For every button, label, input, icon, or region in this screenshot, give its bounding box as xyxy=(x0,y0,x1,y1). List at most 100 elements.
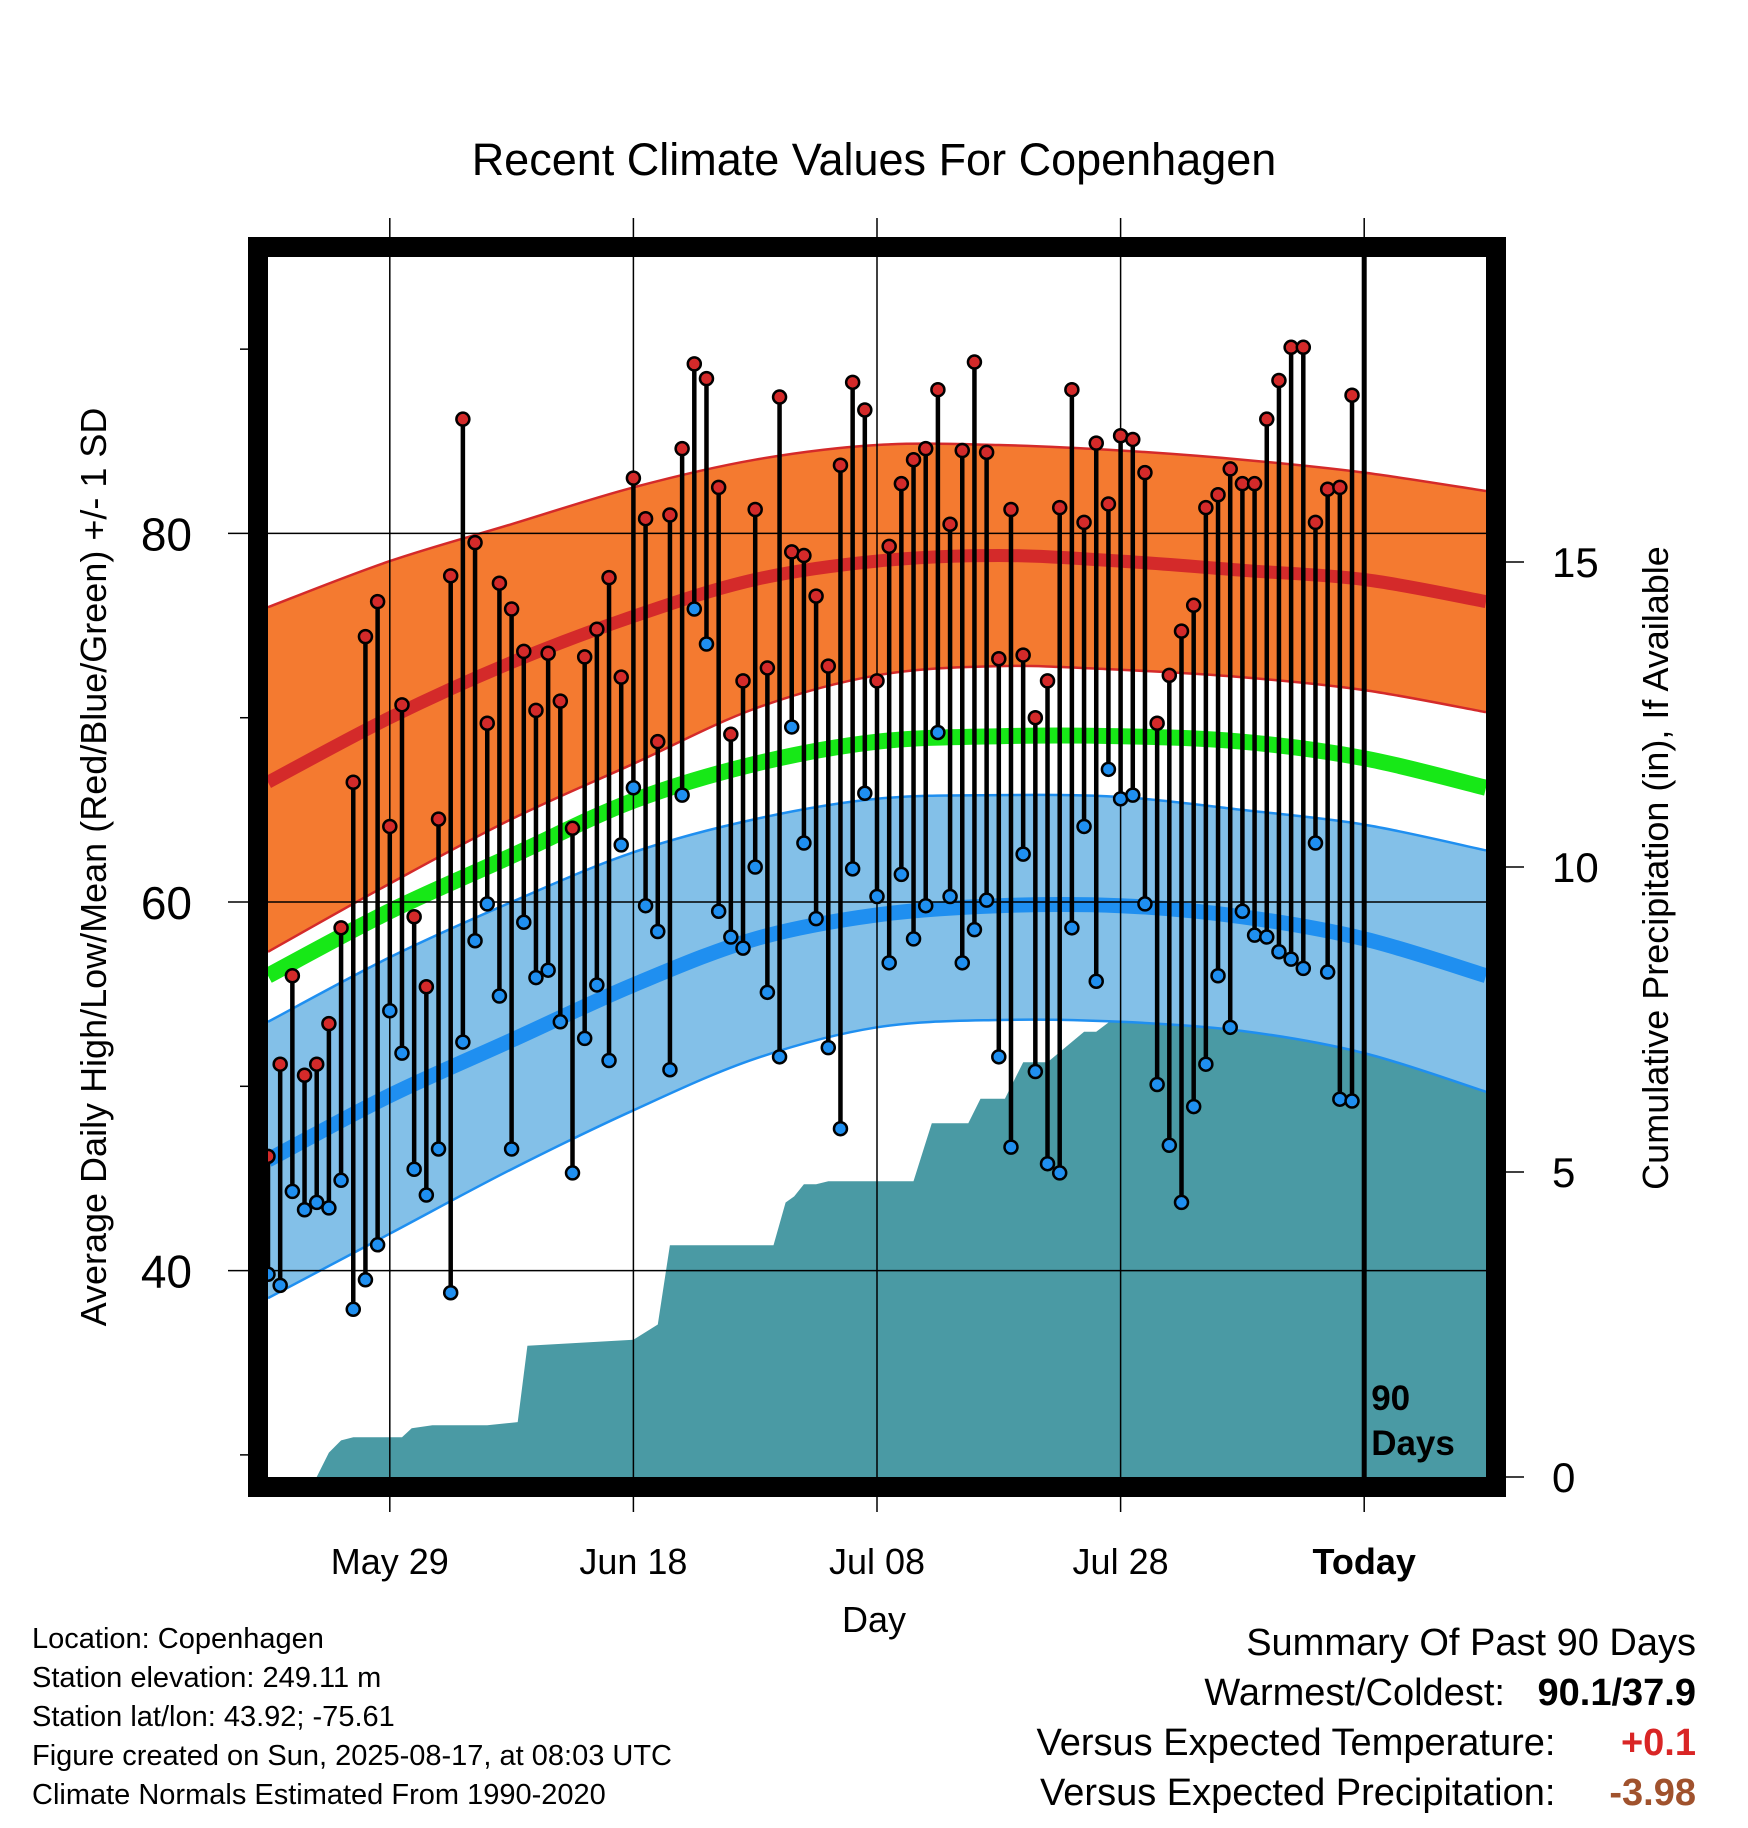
daily-high-point xyxy=(345,774,362,790)
daily-low-point xyxy=(296,1202,313,1218)
today-label: 90 xyxy=(1371,1379,1410,1418)
daily-high-point xyxy=(771,389,788,405)
daily-low-point xyxy=(966,921,983,938)
daily-low-point xyxy=(991,1049,1007,1065)
daily-high-point xyxy=(966,354,983,370)
daily-high-point xyxy=(674,440,690,457)
today-label: Days xyxy=(1371,1424,1455,1463)
daily-high-point xyxy=(1125,431,1141,448)
y-tick-label-right: 15 xyxy=(1552,539,1599,586)
y-axis-label-right: Cumulative Precipitation (in), If Availa… xyxy=(1635,546,1676,1190)
daily-high-point xyxy=(1100,496,1117,512)
daily-high-point xyxy=(1088,435,1104,451)
daily-low-point xyxy=(942,888,958,905)
daily-low-point xyxy=(1100,761,1117,778)
daily-low-point xyxy=(662,1061,678,1078)
normals-text: Climate Normals Estimated From 1990-2020 xyxy=(32,1779,606,1811)
daily-low-point xyxy=(1039,1155,1056,1172)
temp-label: Versus Expected Temperature: xyxy=(1036,1722,1556,1764)
daily-low-point xyxy=(893,866,910,883)
daily-high-point xyxy=(1259,411,1275,427)
daily-high-point xyxy=(991,651,1007,667)
daily-high-point xyxy=(710,479,727,496)
daily-high-point xyxy=(1003,501,1019,518)
daily-low-point xyxy=(369,1237,386,1253)
daily-high-point xyxy=(333,920,349,936)
warm-cold-row: Warmest/Coldest: 90.1/37.9 xyxy=(896,1668,1696,1718)
daily-low-point xyxy=(650,923,666,940)
warm-cold-value: 90.1/37.9 xyxy=(1537,1672,1696,1714)
daily-low-point xyxy=(552,1014,569,1030)
daily-high-point xyxy=(564,820,581,837)
daily-high-point xyxy=(1198,499,1214,516)
daily-low-point xyxy=(491,988,508,1004)
x-tick-label: Jun 18 xyxy=(579,1541,687,1582)
daily-high-point xyxy=(747,501,763,518)
daily-high-point xyxy=(820,658,837,674)
daily-low-point xyxy=(637,897,654,914)
daily-high-point xyxy=(516,643,532,660)
daily-high-point xyxy=(272,1056,288,1072)
daily-low-point xyxy=(455,1034,471,1050)
daily-low-point xyxy=(1295,960,1312,977)
daily-low-point xyxy=(698,636,715,652)
summary-title: Summary Of Past 90 Days xyxy=(1246,1622,1696,1664)
daily-low-point xyxy=(1173,1194,1190,1211)
warm-cold-label: Warmest/Coldest: xyxy=(1204,1672,1505,1714)
daily-high-point xyxy=(1149,715,1165,732)
daily-low-point xyxy=(869,888,885,905)
daily-high-point xyxy=(686,356,703,372)
temp-row: Versus Expected Temperature: +0.1 xyxy=(896,1718,1696,1768)
daily-high-point xyxy=(723,726,739,743)
chart-title: Recent Climate Values For Copenhagen xyxy=(472,134,1277,185)
created-text: Figure created on Sun, 2025-08-17, at 08… xyxy=(32,1740,672,1772)
daily-high-point xyxy=(382,818,398,835)
daily-high-point xyxy=(357,628,374,645)
daily-high-point xyxy=(759,660,776,676)
daily-high-point xyxy=(503,601,520,617)
daily-high-point xyxy=(296,1067,313,1083)
daily-high-point xyxy=(1137,464,1153,481)
daily-high-point xyxy=(1076,514,1092,531)
daily-low-point xyxy=(503,1141,520,1157)
location-text: Location: Copenhagen xyxy=(32,1623,324,1655)
y-tick-label-left: 60 xyxy=(141,877,192,929)
precip-label: Versus Expected Precipitation: xyxy=(1040,1772,1556,1814)
daily-high-point xyxy=(284,967,301,984)
daily-low-point xyxy=(735,940,751,956)
daily-low-point xyxy=(1234,903,1251,919)
daily-low-point xyxy=(710,903,727,919)
daily-low-point xyxy=(479,896,495,912)
daily-high-point xyxy=(442,568,459,584)
daily-low-point xyxy=(345,1301,362,1318)
daily-high-point xyxy=(1161,667,1178,684)
latlon-text: Station lat/lon: 43.92; -75.61 xyxy=(32,1701,395,1733)
daily-low-point xyxy=(1332,1091,1348,1107)
daily-low-point xyxy=(844,861,861,877)
daily-high-point xyxy=(796,547,812,564)
daily-high-point xyxy=(406,909,422,925)
x-tick-label: Jul 28 xyxy=(1073,1541,1169,1582)
daily-low-point xyxy=(589,977,605,993)
daily-low-point xyxy=(686,601,703,617)
daily-high-point xyxy=(857,402,873,418)
daily-low-point xyxy=(1198,1056,1214,1072)
y-tick-label-right: 0 xyxy=(1552,1454,1575,1501)
daily-low-point xyxy=(1161,1137,1178,1154)
daily-low-point xyxy=(857,785,873,802)
daily-high-point xyxy=(1064,381,1080,398)
daily-high-point xyxy=(832,457,849,473)
daily-high-point xyxy=(540,645,556,661)
daily-high-point xyxy=(528,702,544,719)
daily-low-point xyxy=(613,837,629,853)
daily-low-point xyxy=(430,1141,447,1157)
daily-low-point xyxy=(467,932,483,949)
daily-low-point xyxy=(954,955,971,971)
daily-low-point xyxy=(1210,967,1226,984)
daily-high-point xyxy=(698,370,715,387)
daily-high-point xyxy=(942,516,958,532)
daily-high-point xyxy=(601,569,617,586)
daily-high-point xyxy=(893,475,910,492)
station-info: Location: Copenhagen Station elevation: … xyxy=(32,1620,672,1815)
daily-high-point xyxy=(905,451,922,468)
